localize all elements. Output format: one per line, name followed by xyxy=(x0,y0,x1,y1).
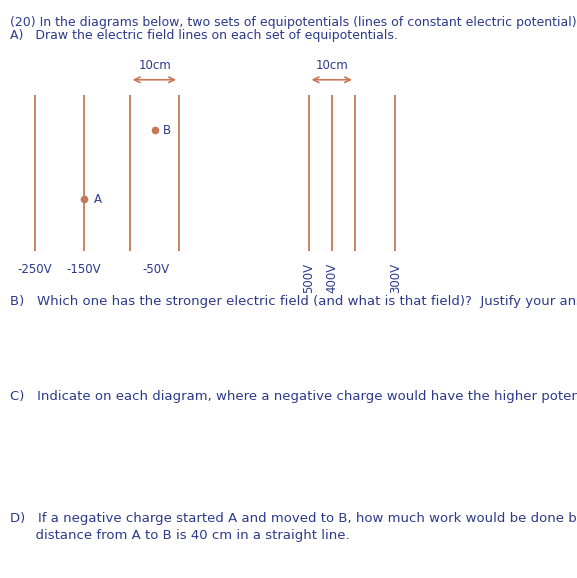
Text: 300V: 300V xyxy=(389,263,402,293)
Text: 500V: 500V xyxy=(302,263,315,293)
Text: A)   Draw the electric field lines on each set of equipotentials.: A) Draw the electric field lines on each… xyxy=(10,29,398,42)
Text: distance from A to B is 40 cm in a straight line.: distance from A to B is 40 cm in a strai… xyxy=(10,529,350,542)
Text: 10cm: 10cm xyxy=(316,60,348,72)
Text: A: A xyxy=(93,193,102,206)
Text: D)   If a negative charge started A and moved to B, how much work would be done : D) If a negative charge started A and mo… xyxy=(10,512,577,524)
Text: -250V: -250V xyxy=(17,263,52,276)
Text: (20) In the diagrams below, two sets of equipotentials (lines of constant electr: (20) In the diagrams below, two sets of … xyxy=(10,16,577,29)
Text: -150V: -150V xyxy=(66,263,101,276)
Text: B)   Which one has the stronger electric field (and what is that field)?  Justif: B) Which one has the stronger electric f… xyxy=(10,295,577,307)
Text: 10cm: 10cm xyxy=(138,60,171,72)
Text: C)   Indicate on each diagram, where a negative charge would have the higher pot: C) Indicate on each diagram, where a neg… xyxy=(10,390,577,403)
Text: B: B xyxy=(163,124,171,136)
Text: -50V: -50V xyxy=(142,263,170,276)
Text: 400V: 400V xyxy=(325,263,338,293)
